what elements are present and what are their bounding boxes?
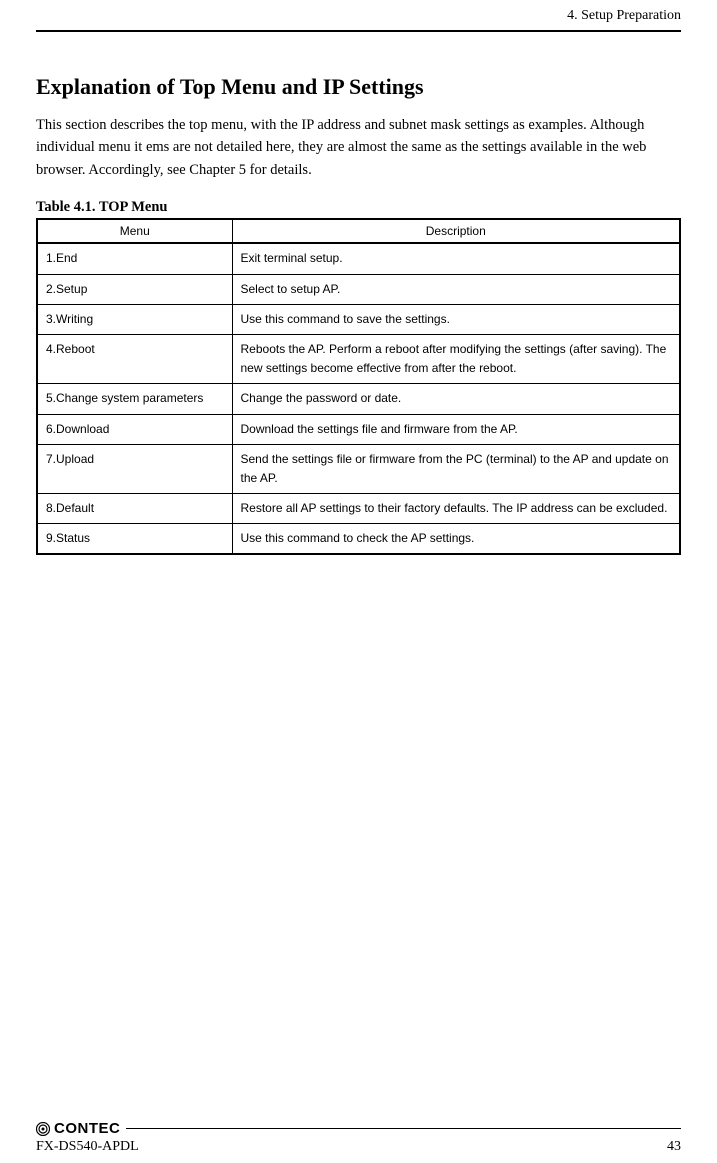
table-row: 9.Status Use this command to check the A… [37,524,680,555]
cell-menu: 8.Default [37,494,232,524]
footer-line: CONTEC [36,1120,681,1137]
footer-bottom: FX-DS540-APDL 43 [36,1139,681,1155]
table-header-row: Menu Description [37,219,680,243]
table-row: 5.Change system parameters Change the pa… [37,384,680,414]
cell-menu: 7.Upload [37,444,232,493]
main-heading: Explanation of Top Menu and IP Settings [36,74,681,100]
chapter-label: 4. Setup Preparation [567,8,681,23]
cell-desc: Select to setup AP. [232,274,680,304]
page-footer: CONTEC FX-DS540-APDL 43 [36,1120,681,1155]
cell-desc: Restore all AP settings to their factory… [232,494,680,524]
cell-desc: Change the password or date. [232,384,680,414]
cell-menu: 3.Writing [37,304,232,334]
intro-paragraph: This section describes the top menu, wit… [36,114,681,181]
table-caption: Table 4.1. TOP Menu [36,199,681,216]
cell-menu: 1.End [37,243,232,274]
cell-menu: 9.Status [37,524,232,555]
page-number: 43 [667,1139,681,1155]
cell-desc: Reboots the AP. Perform a reboot after m… [232,334,680,383]
table-row: 6.Download Download the settings file an… [37,414,680,444]
top-menu-table: Menu Description 1.End Exit terminal set… [36,218,681,555]
table-row: 1.End Exit terminal setup. [37,243,680,274]
table-row: 4.Reboot Reboots the AP. Perform a reboo… [37,334,680,383]
footer-rule [126,1128,681,1130]
cell-desc: Send the settings file or firmware from … [232,444,680,493]
cell-desc: Use this command to check the AP setting… [232,524,680,555]
cell-menu: 6.Download [37,414,232,444]
table-row: 8.Default Restore all AP settings to the… [37,494,680,524]
table-row: 2.Setup Select to setup AP. [37,274,680,304]
cell-desc: Use this command to save the settings. [232,304,680,334]
cell-menu: 2.Setup [37,274,232,304]
table-row: 7.Upload Send the settings file or firmw… [37,444,680,493]
cell-desc: Exit terminal setup. [232,243,680,274]
model-label: FX-DS540-APDL [36,1139,139,1155]
brand-text: CONTEC [54,1120,120,1137]
col-header-menu: Menu [37,219,232,243]
logo-icon [36,1122,50,1136]
cell-menu: 4.Reboot [37,334,232,383]
col-header-description: Description [232,219,680,243]
page-header: 4. Setup Preparation [36,0,681,32]
brand-logo: CONTEC [36,1120,120,1137]
cell-menu: 5.Change system parameters [37,384,232,414]
table-row: 3.Writing Use this command to save the s… [37,304,680,334]
cell-desc: Download the settings file and firmware … [232,414,680,444]
